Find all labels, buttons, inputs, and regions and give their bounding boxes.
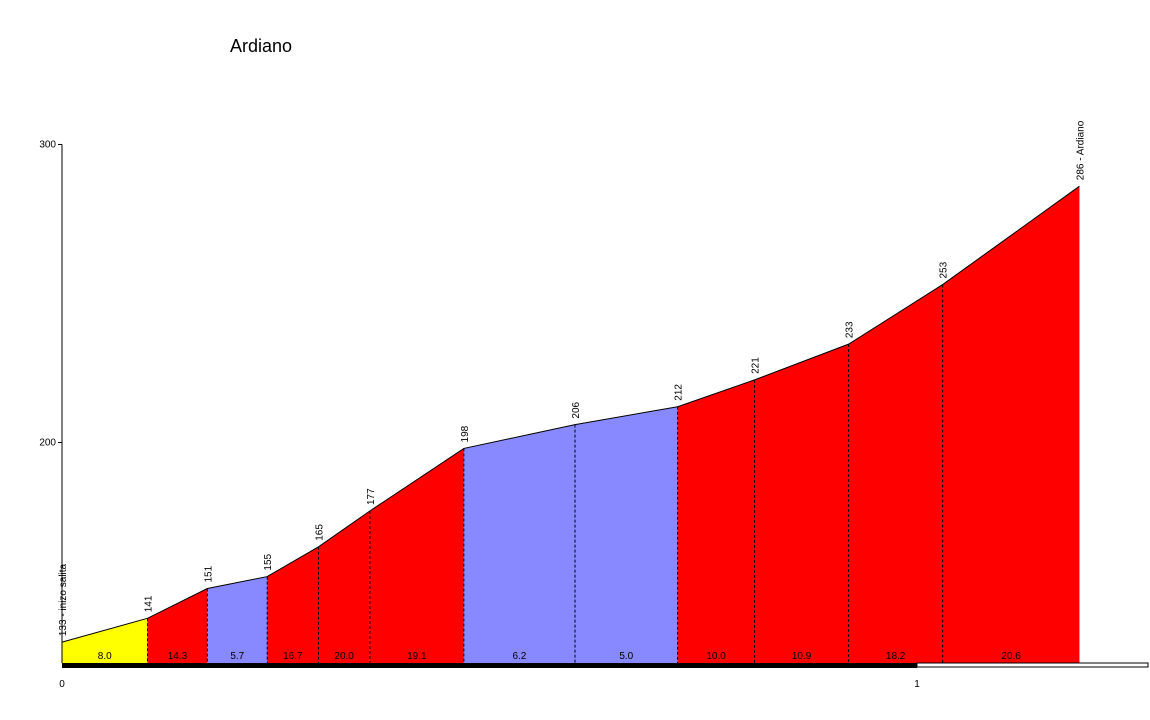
elevation-label: 177 bbox=[366, 488, 377, 505]
profile-segment bbox=[207, 576, 268, 663]
elevation-label: 141 bbox=[144, 595, 155, 612]
x-tick-label: 0 bbox=[59, 679, 65, 690]
elevation-label: 198 bbox=[460, 425, 471, 442]
distance-bar-empty bbox=[916, 662, 1149, 668]
segment-gradient-label: 20.0 bbox=[334, 651, 354, 662]
elevation-label: 286 - Ardiano bbox=[1075, 120, 1086, 180]
elevation-label: 253 bbox=[939, 261, 950, 278]
profile-segment bbox=[848, 284, 943, 663]
profile-segment bbox=[147, 588, 208, 663]
profile-segment bbox=[942, 186, 1080, 663]
profile-segment bbox=[463, 424, 575, 663]
segment-gradient-label: 6.2 bbox=[512, 651, 526, 662]
segment-gradient-label: 18.2 bbox=[886, 651, 906, 662]
segment-gradient-label: 16.7 bbox=[283, 651, 303, 662]
segment-gradient-label: 10.0 bbox=[706, 651, 726, 662]
profile-segment bbox=[62, 618, 148, 663]
elevation-label: 133 - inizo salita bbox=[58, 563, 69, 636]
segment-gradient-label: 20.6 bbox=[1001, 651, 1021, 662]
segment-gradient-label: 5.7 bbox=[230, 651, 244, 662]
elevation-label: 233 bbox=[845, 321, 856, 338]
segment-gradient-label: 14.3 bbox=[168, 651, 188, 662]
profile-segment bbox=[267, 546, 319, 663]
elevation-label: 221 bbox=[751, 357, 762, 374]
profile-segment bbox=[369, 448, 464, 663]
distance-bar-filled bbox=[62, 663, 917, 668]
elevation-label: 151 bbox=[203, 565, 214, 582]
profile-segment bbox=[754, 344, 849, 663]
profile-segment bbox=[575, 406, 678, 663]
y-tick-label: 300 bbox=[39, 139, 56, 150]
elevation-label: 155 bbox=[263, 553, 274, 570]
profile-segment bbox=[677, 379, 755, 663]
segment-gradient-label: 5.0 bbox=[619, 651, 633, 662]
segment-gradient-label: 19.1 bbox=[407, 651, 427, 662]
segment-gradient-label: 10.9 bbox=[792, 651, 812, 662]
y-tick-label: 200 bbox=[39, 437, 56, 448]
chart-title: Ardiano bbox=[230, 36, 293, 56]
segment-gradient-label: 8.0 bbox=[98, 651, 112, 662]
elevation-label: 165 bbox=[315, 524, 326, 541]
profile-segment bbox=[318, 511, 370, 663]
x-tick-label: 1 bbox=[914, 679, 920, 690]
elevation-label: 212 bbox=[674, 384, 685, 401]
elevation-label: 206 bbox=[571, 401, 582, 418]
